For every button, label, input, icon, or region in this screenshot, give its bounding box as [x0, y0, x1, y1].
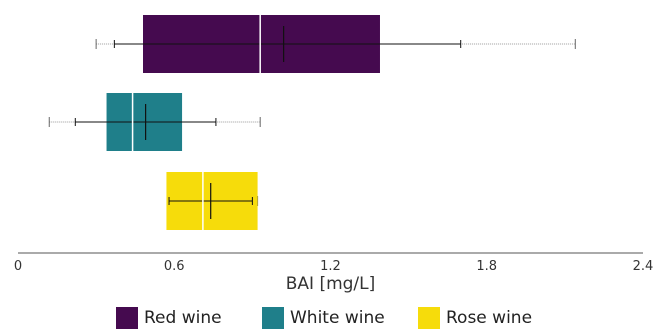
x-axis-title: BAI [mg/L]: [286, 274, 376, 294]
legend: Red wine White wine Rose wine: [0, 302, 661, 333]
legend-swatch-white-wine: [262, 306, 284, 329]
legend-label-white-wine: White wine: [290, 307, 385, 328]
x-tick-label: 0: [14, 259, 22, 274]
legend-swatch-rose-wine: [418, 306, 440, 329]
legend-item-white-wine: White wine: [262, 302, 385, 333]
x-tick-label: 0.6: [164, 259, 185, 274]
legend-label-rose-wine: Rose wine: [446, 307, 533, 328]
x-tick-label: 2.4: [633, 259, 654, 274]
box-group: [48, 15, 576, 230]
legend-item-rose-wine: Rose wine: [418, 302, 532, 333]
x-tick-group: 0 0.6 1.2 1.8 2.4: [14, 259, 653, 274]
boxplot-chart: 0 0.6 1.2 1.8 2.4 BAI [mg/L]: [14, 15, 653, 294]
x-tick-label: 1.2: [320, 259, 341, 274]
legend-item-red-wine: Red wine: [116, 302, 222, 333]
legend-label-red-wine: Red wine: [144, 307, 222, 328]
legend-swatch-red-wine: [116, 306, 138, 329]
x-tick-label: 1.8: [476, 259, 497, 274]
